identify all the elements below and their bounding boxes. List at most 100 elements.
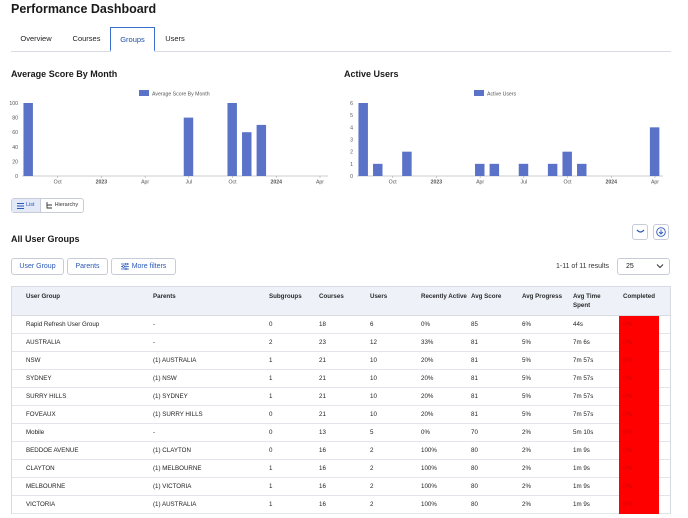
- tab-users[interactable]: Users: [165, 34, 185, 43]
- tab-courses[interactable]: Courses: [72, 34, 101, 43]
- table-row[interactable]: Mobile - 0 13 5 0% 70 2% 5m 10s 0%: [12, 424, 670, 442]
- bar[interactable]: [402, 151, 412, 176]
- cell-user-group: SYDNEY: [26, 375, 52, 382]
- column-header-courses[interactable]: Courses: [319, 293, 344, 300]
- table-row[interactable]: AUSTRALIA - 2 23 12 33% 81 5% 7m 6s 0%: [12, 334, 670, 352]
- table-row[interactable]: Rapid Refresh User Group - 0 18 6 0% 85 6% 44s 0%: [12, 316, 670, 334]
- cell-avg-score: 81: [471, 339, 478, 346]
- bar[interactable]: [373, 163, 383, 176]
- cell-parents: -: [153, 429, 156, 436]
- column-header-users[interactable]: Users: [370, 293, 388, 300]
- bar[interactable]: [489, 163, 500, 176]
- cell-courses: 23: [319, 339, 326, 346]
- bar[interactable]: [518, 163, 529, 176]
- x-tick-label: 2023: [431, 180, 443, 186]
- y-tick-label: 6: [350, 101, 353, 107]
- cell-subgroups: 0: [269, 321, 273, 328]
- cell-avg-progress: 5%: [522, 375, 531, 382]
- cell-avg-progress: 2%: [522, 501, 531, 508]
- user-group-filter[interactable]: User Group: [11, 258, 64, 275]
- bar[interactable]: [547, 163, 558, 176]
- cell-avg-score: 80: [471, 501, 478, 508]
- cell-user-group: Mobile: [26, 429, 45, 436]
- list-view-button[interactable]: List: [12, 199, 40, 212]
- table-row[interactable]: FOVEAUX (1) SURRY HILLS 0 21 10 20% 81 5% 7m 57s…: [12, 406, 670, 424]
- cell-parents: (1) SURRY HILLS: [153, 411, 203, 418]
- cell-recently-active: 33%: [421, 339, 434, 346]
- column-header-subgroups[interactable]: Subgroups: [269, 293, 302, 300]
- bar[interactable]: [23, 103, 33, 176]
- cell-subgroups: 0: [269, 447, 273, 454]
- cell-parents: (1) SYDNEY: [153, 393, 188, 400]
- bar[interactable]: [358, 103, 368, 176]
- cell-avg-time-spent: 7m 6s: [573, 339, 590, 346]
- cell-avg-progress: 2%: [522, 429, 531, 436]
- page-size-select[interactable]: 25: [617, 258, 670, 275]
- cell-avg-score: 81: [471, 375, 478, 382]
- cell-user-group: Rapid Refresh User Group: [26, 321, 100, 328]
- y-tick-label: 0: [350, 174, 353, 180]
- cell-avg-progress: 2%: [522, 483, 531, 490]
- bar[interactable]: [242, 132, 252, 176]
- column-header-avg-progress[interactable]: Avg Progress: [522, 293, 563, 300]
- cell-completed: 0%: [619, 352, 659, 370]
- more-filters-button[interactable]: More filters: [111, 258, 176, 275]
- bar[interactable]: [562, 151, 572, 176]
- chevron-down-icon: [656, 264, 664, 269]
- bar[interactable]: [256, 124, 267, 176]
- bar[interactable]: [183, 117, 194, 176]
- column-header-recently-active[interactable]: Recently Active: [421, 293, 467, 300]
- table-row[interactable]: CLAYTON (1) MELBOURNE 1 16 2 100% 80 2% 1m 9s 0%: [12, 460, 670, 478]
- page-title: Performance Dashboard: [11, 2, 157, 16]
- legend-swatch[interactable]: [139, 90, 149, 96]
- hierarchy-view-button[interactable]: Hierarchy: [39, 199, 84, 212]
- bar[interactable]: [649, 127, 660, 176]
- x-tick-label: 2023: [96, 180, 108, 186]
- tab-groups[interactable]: Groups: [110, 27, 155, 52]
- x-tick-label: Apr: [141, 180, 149, 186]
- column-header-avg-score[interactable]: Avg Score: [471, 293, 502, 300]
- cell-subgroups: 1: [269, 483, 273, 490]
- column-header-parents[interactable]: Parents: [153, 293, 176, 300]
- cell-user-group: NSW: [26, 357, 41, 364]
- cell-recently-active: 20%: [421, 411, 434, 418]
- bar[interactable]: [475, 163, 485, 176]
- y-tick-label: 20: [12, 159, 18, 165]
- cell-recently-active: 0%: [421, 429, 430, 436]
- cell-courses: 21: [319, 357, 326, 364]
- tab-bar: Overview Courses Groups Users: [11, 27, 671, 52]
- column-header-avg-time-spent[interactable]: Avg Time Spent: [573, 293, 601, 309]
- parents-filter[interactable]: Parents: [67, 258, 108, 275]
- bar[interactable]: [577, 163, 587, 176]
- x-tick-label: Oct: [389, 180, 398, 186]
- x-tick-label: Apr: [316, 180, 324, 186]
- column-header-user-group[interactable]: User Group: [26, 293, 61, 300]
- table-row[interactable]: NSW (1) AUSTRALIA 1 21 10 20% 81 5% 7m 57s 0%: [12, 352, 670, 370]
- collapse-button[interactable]: [632, 224, 648, 240]
- cell-subgroups: 2: [269, 339, 273, 346]
- table-row[interactable]: SURRY HILLS (1) SYDNEY 1 21 10 20% 81 5% 7m 57s 0…: [12, 388, 670, 406]
- legend-swatch[interactable]: [474, 90, 484, 96]
- cell-user-group: FOVEAUX: [26, 411, 56, 418]
- view-toggle: List Hierarchy: [11, 198, 85, 213]
- x-tick-label: 2024: [270, 180, 282, 186]
- download-button[interactable]: [653, 224, 669, 240]
- cell-avg-score: 80: [471, 483, 478, 490]
- table-row[interactable]: VICTORIA (1) AUSTRALIA 1 16 2 100% 80 2% 1m 9s 0%: [12, 496, 670, 514]
- cell-completed: 0%: [619, 496, 659, 514]
- cell-avg-time-spent: 7m 57s: [573, 411, 594, 418]
- bar[interactable]: [227, 103, 237, 176]
- cell-subgroups: 1: [269, 393, 273, 400]
- cell-recently-active: 100%: [421, 483, 437, 490]
- cell-parents: (1) AUSTRALIA: [153, 357, 197, 364]
- y-tick-label: 40: [12, 145, 18, 151]
- page-size-value: 25: [626, 263, 634, 270]
- table-row[interactable]: MELBOURNE (1) VICTORIA 1 16 2 100% 80 2% 1m 9s 0%: [12, 478, 670, 496]
- tab-overview[interactable]: Overview: [20, 34, 52, 43]
- table-row[interactable]: SYDNEY (1) NSW 1 21 10 20% 81 5% 7m 57s 0%: [12, 370, 670, 388]
- y-tick-label: 100: [9, 101, 18, 107]
- cell-courses: 16: [319, 483, 326, 490]
- table-row[interactable]: BEDDOE AVENUE (1) CLAYTON 0 16 2 100% 80 2% 1m 9…: [12, 442, 670, 460]
- y-tick-label: 3: [350, 138, 353, 144]
- column-header-completed[interactable]: Completed: [623, 293, 655, 300]
